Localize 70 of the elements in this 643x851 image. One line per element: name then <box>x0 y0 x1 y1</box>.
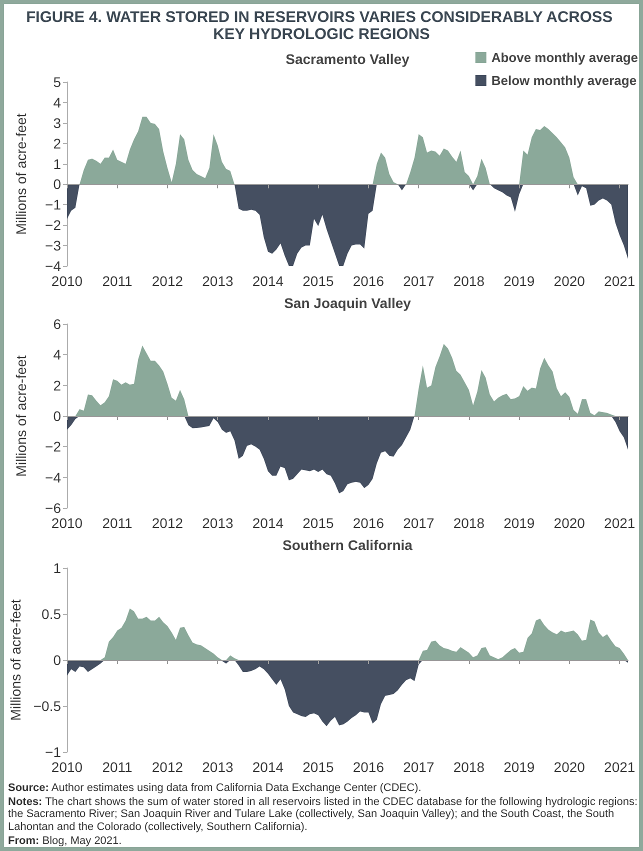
source-note: Source: Author estimates using data from California Data Exchange Center (CDEC). <box>8 782 422 794</box>
x-tick-label: 2020 <box>554 759 586 775</box>
chart-title: Southern California <box>282 537 413 553</box>
x-tick-label: 2012 <box>152 515 184 531</box>
x-tick-label: 2013 <box>202 515 234 531</box>
legend-label: Below monthly average <box>491 73 637 88</box>
x-tick-label: 2017 <box>403 273 434 289</box>
x-tick-label: 2021 <box>604 759 636 775</box>
y-tick-label: −3 <box>45 238 62 254</box>
x-tick-label: 2016 <box>352 759 384 775</box>
y-axis-title: Millions of acre-feet <box>13 113 29 235</box>
y-tick-label: 0.5 <box>42 606 62 622</box>
y-tick-label: −2 <box>45 438 62 455</box>
x-tick-label: 2015 <box>302 515 334 531</box>
x-tick-label: 2014 <box>252 515 284 531</box>
x-tick-label: 2012 <box>152 759 184 775</box>
y-tick-label: 0 <box>53 652 62 668</box>
chart-title: San Joaquin Valley <box>284 295 412 311</box>
x-tick-label: 2016 <box>352 273 384 289</box>
chart-subtitle: Sacramento Valley <box>286 51 410 67</box>
y-axis-title: Millions of acre-feet <box>13 355 29 477</box>
x-tick-label: 2019 <box>504 759 535 775</box>
y-tick-label: −1 <box>45 744 62 760</box>
y-tick-label: −4 <box>45 258 62 274</box>
x-tick-label: 2021 <box>604 515 636 531</box>
y-tick-label: 4 <box>53 94 62 110</box>
x-tick-label: 2021 <box>604 273 636 289</box>
x-tick-label: 2012 <box>152 273 184 289</box>
y-axis-title: Millions of acre-feet <box>7 599 24 721</box>
y-tick-label: −6 <box>45 500 62 516</box>
x-tick-label: 2011 <box>102 759 133 775</box>
y-tick-label: −1 <box>45 196 62 213</box>
x-tick-label: 2020 <box>554 273 586 289</box>
y-tick-label: 5 <box>53 74 62 90</box>
y-tick-label: 6 <box>53 316 62 332</box>
x-tick-label: 2011 <box>102 273 133 289</box>
text: From: Blog, May 2021. <box>8 834 123 848</box>
x-tick-label: 2014 <box>252 759 284 775</box>
x-tick-label: 2019 <box>504 273 535 289</box>
y-tick-label: 2 <box>53 377 62 394</box>
x-tick-label: 2018 <box>453 759 485 775</box>
y-tick-label: 1 <box>53 560 62 576</box>
x-tick-label: 2018 <box>453 273 485 289</box>
y-tick-label: 3 <box>53 114 62 131</box>
y-tick-label: 4 <box>53 346 62 363</box>
chart-title: FIGURE 4. WATER STORED IN RESERVOIRS VARIES CONSIDERABLY ACROSS KEY HYDROLOGIC REGIONS <box>26 9 617 43</box>
x-tick-label: 2014 <box>252 273 284 289</box>
x-tick-label: 2010 <box>51 759 83 775</box>
x-tick-label: 2018 <box>453 515 485 531</box>
x-tick-label: 2017 <box>403 759 434 775</box>
x-tick-label: 2010 <box>51 273 83 289</box>
y-tick-label: 1 <box>53 156 62 172</box>
x-tick-label: 2013 <box>202 273 234 289</box>
x-tick-label: 2011 <box>102 515 133 531</box>
x-tick-label: 2020 <box>554 515 586 531</box>
x-tick-label: 2019 <box>504 515 535 531</box>
x-tick-label: 2016 <box>352 515 384 531</box>
y-tick-label: −2 <box>45 217 62 234</box>
text: Notes: The chart shows the sum of water stored in all reservoirs listed in the CDEC database for the following hydrologic regions: the Sacramento River; San Joaquin River and Tulare Lake (collectively, San Joaquin Valley); and the South Coast, the South Lahontan and the Colorado (collectively, Southern California). <box>8 796 638 834</box>
legend-label: Above monthly average <box>491 50 638 65</box>
y-tick-label: 0 <box>53 176 62 192</box>
y-tick-label: 2 <box>53 135 62 152</box>
x-tick-label: 2015 <box>302 759 334 775</box>
x-tick-label: 2017 <box>403 515 434 531</box>
x-tick-label: 2013 <box>202 759 234 775</box>
y-tick-label: 0 <box>53 408 62 424</box>
y-tick-label: −0.5 <box>33 698 62 714</box>
x-tick-label: 2010 <box>51 515 83 531</box>
x-tick-label: 2015 <box>302 273 334 289</box>
y-tick-label: −4 <box>45 469 62 486</box>
